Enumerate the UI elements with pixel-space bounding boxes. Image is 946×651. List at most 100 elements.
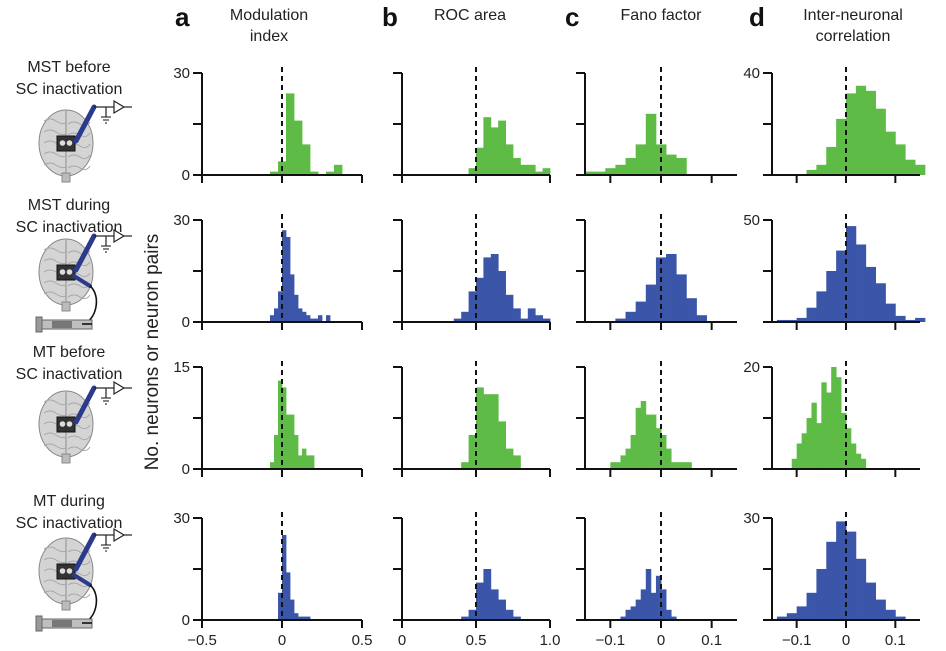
histogram-bar xyxy=(885,131,896,175)
histogram-panel: 20 xyxy=(743,359,920,477)
histogram-bar xyxy=(274,308,279,322)
histogram-panel xyxy=(393,361,551,477)
histogram-bar xyxy=(483,569,492,620)
histogram-bar xyxy=(294,435,299,469)
histogram-bar xyxy=(498,271,506,322)
histogram-bar xyxy=(476,147,484,175)
histogram-bar xyxy=(461,311,469,322)
histogram-bar xyxy=(314,318,319,322)
histogram-bar xyxy=(816,164,827,175)
histogram-bar xyxy=(483,394,492,469)
histogram-bar xyxy=(468,435,477,469)
histogram-bar xyxy=(811,402,817,469)
histogram-bar xyxy=(676,462,682,469)
histogram-bar xyxy=(298,455,303,469)
x-tick-label: 0 xyxy=(657,632,665,649)
histogram-bar xyxy=(885,303,896,322)
histogram-bar xyxy=(476,277,484,322)
histogram-bar xyxy=(895,315,906,322)
histogram-bar xyxy=(278,380,283,469)
y-tick-label: 15 xyxy=(173,359,190,376)
histogram-bar xyxy=(865,582,876,620)
histogram-bar xyxy=(306,616,311,620)
histogram-bar xyxy=(826,271,837,322)
y-tick-label: 50 xyxy=(743,212,760,229)
histogram-bar xyxy=(640,589,647,620)
histogram-bar xyxy=(655,575,662,620)
histogram-bar xyxy=(625,609,631,620)
histogram-bar xyxy=(846,531,857,620)
histogram-bar xyxy=(855,453,862,469)
histogram-bar xyxy=(498,120,506,175)
column-letter-b: b xyxy=(382,2,398,32)
histogram-bar xyxy=(615,164,626,175)
histogram-bar xyxy=(786,613,798,620)
histogram-bar xyxy=(490,254,499,322)
histogram-bar xyxy=(676,158,687,175)
y-tick-label: 40 xyxy=(743,65,760,82)
column-title-line: correlation xyxy=(816,28,891,45)
histogram-bar xyxy=(895,144,906,175)
histogram-bar xyxy=(535,315,543,322)
histogram-bar xyxy=(298,308,303,322)
histogram-bar xyxy=(686,298,697,322)
histogram-bar xyxy=(326,171,335,175)
histogram-bar xyxy=(895,616,906,620)
histogram-bar xyxy=(875,108,886,175)
x-tick-label: 1.0 xyxy=(540,632,561,649)
histogram-bar xyxy=(326,315,331,322)
histogram-bar xyxy=(610,462,616,469)
histogram-bar xyxy=(302,448,307,469)
x-tick-label: −0.5 xyxy=(187,632,217,649)
row-label-line: MT before xyxy=(33,344,106,361)
histogram-panel: 0 0.5 1.0 xyxy=(393,512,560,649)
histogram-bar xyxy=(831,367,837,469)
histogram-bar xyxy=(915,164,926,175)
histogram-bar xyxy=(846,93,857,175)
histogram-bar xyxy=(505,144,514,175)
row-label-line: MT during xyxy=(33,493,105,510)
histogram-bar xyxy=(635,301,647,322)
histogram-bar xyxy=(645,284,657,322)
histogram-bar xyxy=(915,317,926,322)
histogram-bar xyxy=(645,569,652,620)
histogram-panels: 30 0 40 30 0 50 15 0 20 30 0 −0.5 0 0.5 0 0.5 1.0 −0.1 0 0.… xyxy=(173,65,926,649)
row-label-line: MST before xyxy=(27,59,110,76)
histogram-bar xyxy=(513,616,521,620)
histogram-bar xyxy=(816,291,827,322)
histogram-bar xyxy=(527,164,536,175)
histogram-panel: 30 −0.1 0 0.1 xyxy=(743,510,920,649)
histogram-bar xyxy=(681,462,687,469)
histogram-bar xyxy=(776,616,788,620)
histogram-bar xyxy=(476,387,484,469)
histogram-bar xyxy=(671,616,677,620)
column-title-line: index xyxy=(250,28,288,45)
histogram-bar xyxy=(302,311,307,322)
x-tick-label: 0 xyxy=(278,632,286,649)
histogram-bar xyxy=(535,171,543,175)
histogram-bar xyxy=(791,458,798,469)
histogram-bar xyxy=(310,171,319,175)
x-tick-label: −0.1 xyxy=(596,632,626,649)
histogram-bar xyxy=(655,428,662,469)
histogram-bar xyxy=(274,435,279,469)
histogram-bar xyxy=(635,407,642,469)
histogram-panel xyxy=(576,67,737,183)
histogram-bar xyxy=(334,164,343,175)
histogram-bar xyxy=(645,414,652,469)
histogram-bar xyxy=(318,315,323,322)
histogram-bar xyxy=(630,435,637,469)
histogram-bar xyxy=(282,535,287,620)
syringe-icon xyxy=(35,274,98,333)
x-tick-label: 0 xyxy=(842,632,850,649)
histogram-bar xyxy=(826,541,837,620)
histogram-bar xyxy=(505,609,514,620)
histogram-bar xyxy=(476,582,484,620)
histogram-bar xyxy=(290,274,295,322)
histogram-bar xyxy=(290,414,295,469)
row-label-line: SC inactivation xyxy=(16,366,123,383)
histogram-bar xyxy=(294,613,299,620)
histogram-bar xyxy=(490,127,499,175)
histogram-panel xyxy=(576,361,737,477)
monkey-brain-icon xyxy=(35,228,132,333)
